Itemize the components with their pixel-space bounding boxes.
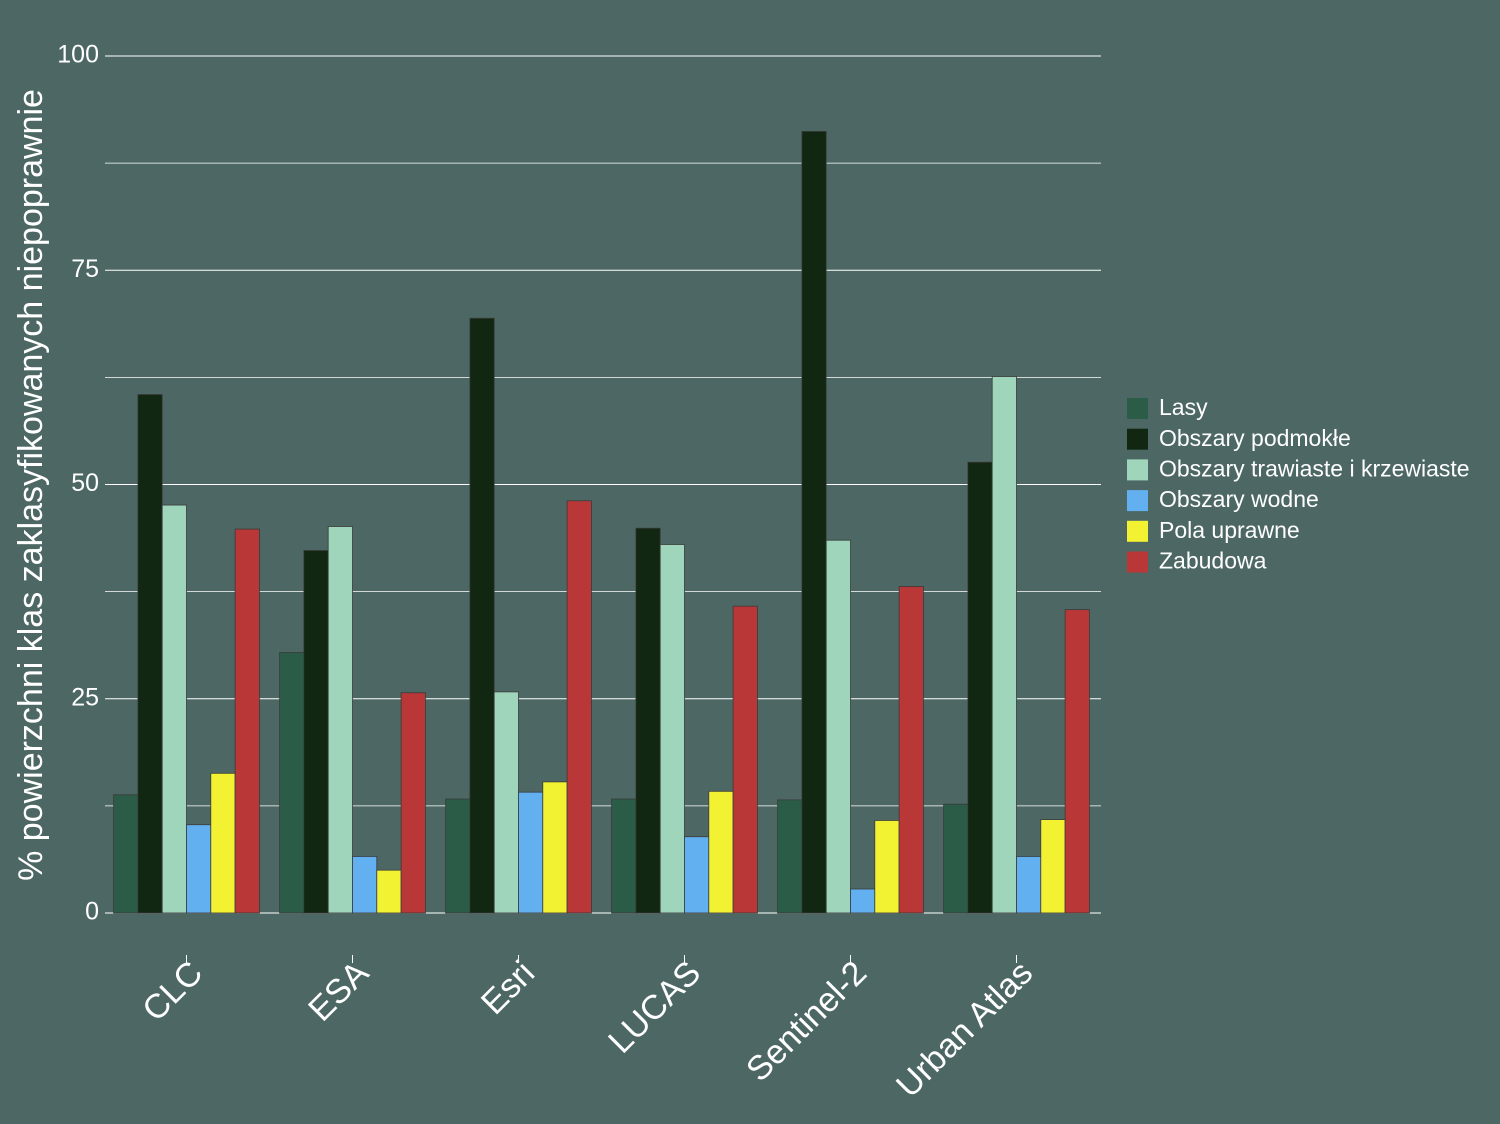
- x-axis-ticks: CLC ESA Esri LUCAS Sentinel-2 Urban Atlas: [135, 954, 1040, 1105]
- bar-lucas-series-1: [611, 798, 637, 914]
- bar-lucas-series-6: [732, 605, 758, 914]
- gridlines: [105, 55, 1101, 914]
- bar-lucas-series-5: [708, 790, 734, 914]
- bar-urban-atlas-series-6: [1064, 609, 1090, 914]
- bar-clc-series-5: [210, 772, 236, 914]
- bar-esa-series-4: [352, 856, 378, 914]
- bar-sentinel-2-series-4: [850, 888, 876, 914]
- y-axis-ticks: 0 25 50 75 100: [57, 41, 99, 926]
- bar-esri-series-3: [493, 691, 519, 914]
- x-tick-label: Sentinel-2: [739, 954, 874, 1089]
- bar-sentinel-2-series-6: [898, 586, 924, 914]
- legend-label: Obszary podmokłe: [1159, 425, 1351, 451]
- bar-esri-series-6: [566, 500, 592, 914]
- bar-urban-atlas-series-3: [991, 376, 1017, 914]
- bar-clc-series-6: [234, 528, 260, 914]
- legend: Lasy Obszary podmokłe Obszary trawiaste i …: [1127, 394, 1470, 574]
- y-tick-label: 50: [71, 469, 99, 497]
- bar-urban-atlas-series-2: [967, 461, 993, 914]
- legend-swatch: [1127, 551, 1148, 573]
- x-tick-label: Esri: [474, 954, 542, 1022]
- bar-esa-series-6: [400, 692, 426, 914]
- legend-swatch: [1127, 398, 1148, 419]
- bar-esri-series-2: [469, 317, 495, 914]
- x-tick-label: CLC: [135, 954, 210, 1029]
- x-tick-label: Urban Atlas: [889, 954, 1040, 1105]
- bar-lucas-series-4: [684, 836, 710, 914]
- bar-esa-series-3: [327, 526, 353, 914]
- bar-esa-series-5: [376, 869, 402, 914]
- legend-swatch: [1127, 459, 1148, 481]
- bar-urban-atlas-series-5: [1040, 819, 1066, 914]
- x-tick-label: ESA: [301, 954, 376, 1029]
- legend-label: Pola uprawne: [1159, 517, 1300, 543]
- bar-clc-series-4: [186, 824, 212, 914]
- bar-sentinel-2-series-3: [825, 539, 851, 914]
- x-tick-label: LUCAS: [601, 954, 708, 1061]
- legend-swatch: [1127, 428, 1148, 450]
- bar-urban-atlas-series-1: [943, 803, 969, 914]
- bars: [113, 131, 1090, 914]
- legend-label: Lasy: [1159, 394, 1208, 420]
- y-tick-label: 25: [71, 683, 99, 711]
- legend-swatch: [1127, 490, 1148, 512]
- bar-clc-series-1: [113, 794, 139, 914]
- legend-label: Zabudowa: [1159, 548, 1267, 574]
- bar-sentinel-2-series-1: [777, 799, 803, 914]
- bar-esa-series-1: [279, 652, 305, 914]
- legend-label: Obszary trawiaste i krzewiaste: [1159, 455, 1470, 481]
- bar-sentinel-2-series-2: [801, 131, 827, 914]
- bar-esri-series-1: [445, 798, 471, 914]
- bar-lucas-series-3: [659, 544, 685, 914]
- bar-esa-series-2: [303, 550, 329, 914]
- bar-clc-series-3: [161, 504, 187, 914]
- legend-swatch: [1127, 520, 1148, 542]
- bar-sentinel-2-series-5: [874, 820, 900, 914]
- bar-lucas-series-2: [635, 527, 661, 914]
- bar-esri-series-5: [542, 781, 568, 914]
- y-axis-title: % powierzchni klas zaklasyfikowanych nie…: [12, 89, 50, 881]
- y-tick-label: 100: [57, 41, 99, 69]
- bar-urban-atlas-series-4: [1016, 856, 1042, 914]
- y-tick-label: 75: [71, 255, 99, 283]
- y-tick-label: 0: [85, 898, 99, 926]
- bar-clc-series-2: [137, 394, 163, 914]
- legend-label: Obszary wodne: [1159, 486, 1319, 512]
- bar-esri-series-4: [518, 791, 544, 914]
